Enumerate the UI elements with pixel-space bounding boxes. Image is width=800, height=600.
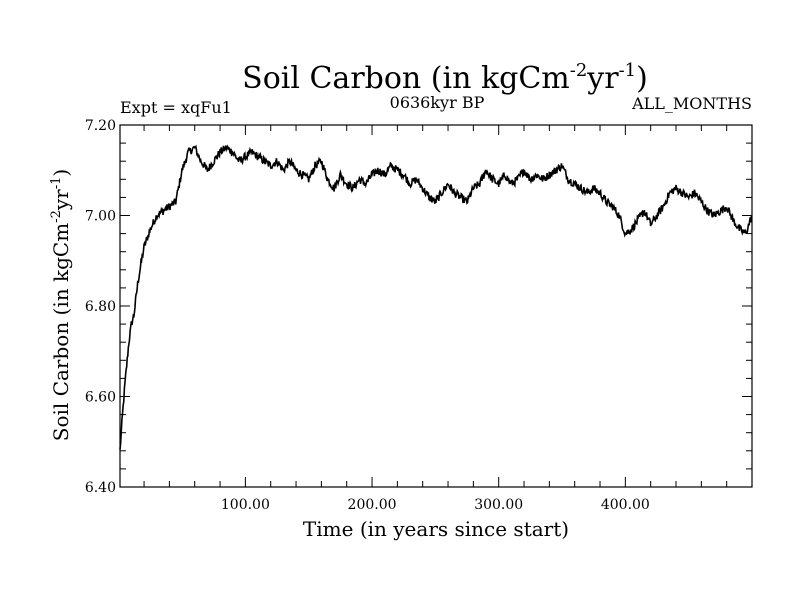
axis-tick-labels: 100.00 200.00 300.00 400.00 6.40 6.60 6.80 7.00… — [85, 118, 650, 513]
x-tick-label: 400.00 — [601, 497, 650, 513]
period-label: 0636kyr BP — [390, 93, 485, 112]
x-tick-label: 200.00 — [348, 497, 397, 513]
plot-frame — [119, 124, 753, 488]
soil-carbon-series-line — [119, 144, 753, 450]
y-tick-label: 6.40 — [85, 480, 116, 496]
x-axis-label: Time (in years since start) — [303, 517, 569, 541]
y-tick-label: 7.20 — [85, 118, 116, 134]
months-label: ALL_MONTHS — [631, 94, 752, 113]
y-tick-label: 7.00 — [85, 209, 116, 225]
y-axis-label: Soil Carbon (in kgCm-2yr-1) — [49, 169, 73, 441]
y-tick-label: 6.80 — [85, 299, 116, 315]
axis-ticks — [120, 124, 752, 488]
x-tick-label: 100.00 — [221, 497, 270, 513]
y-tick-label: 6.60 — [85, 390, 116, 406]
x-tick-label: 300.00 — [474, 497, 523, 513]
expt-label: Expt = xqFu1 — [120, 98, 232, 117]
chart-title: Soil Carbon (in kgCm-2yr-1) — [242, 60, 648, 96]
